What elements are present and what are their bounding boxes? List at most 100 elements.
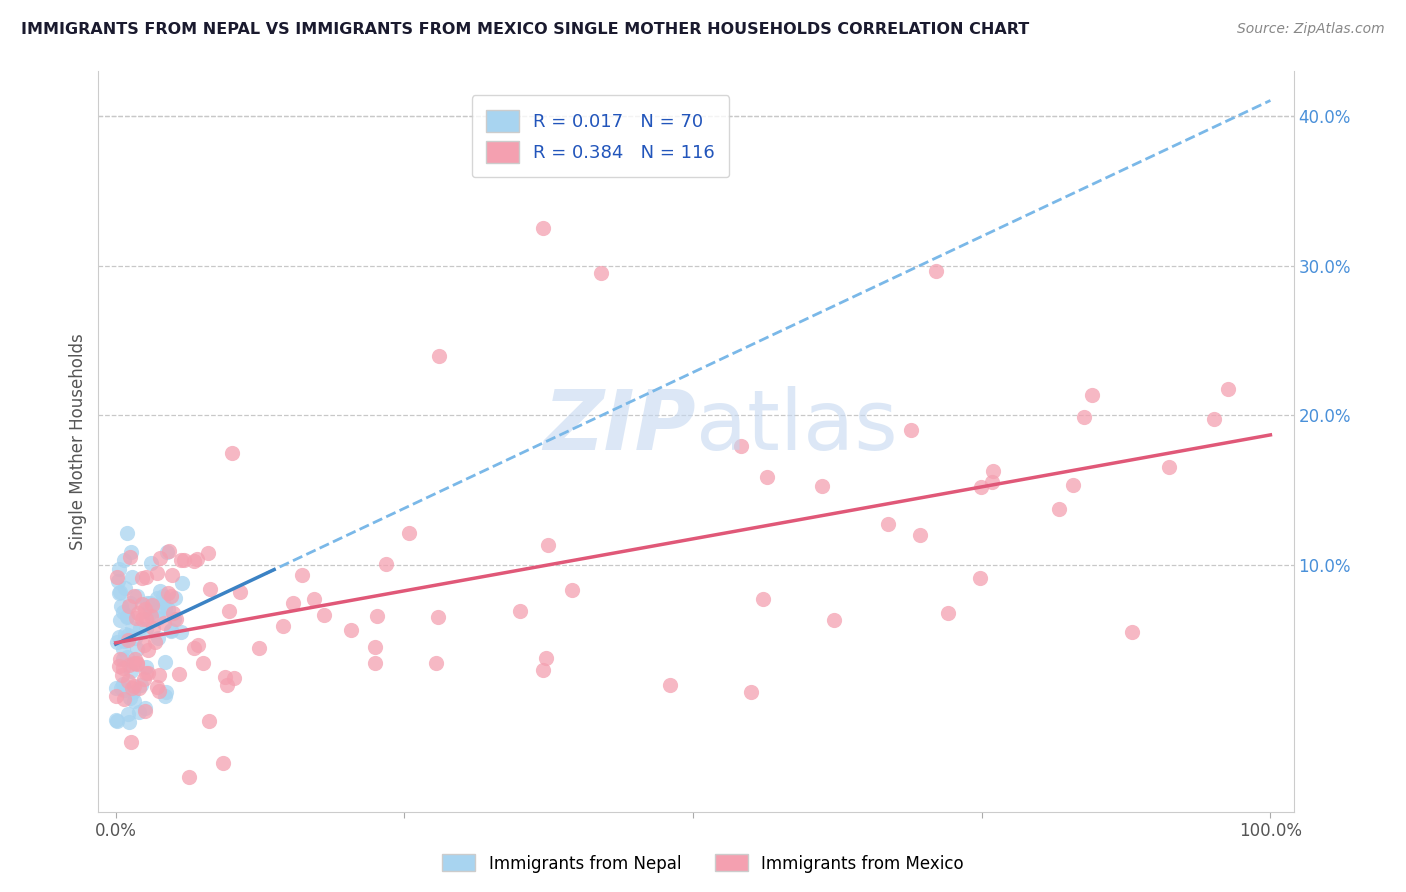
Point xyxy=(980,475,1002,489)
Point xyxy=(340,623,363,637)
Point xyxy=(114,581,136,595)
Point xyxy=(112,692,135,706)
Point xyxy=(118,549,141,564)
Point xyxy=(900,423,922,437)
Point xyxy=(138,666,160,681)
Point xyxy=(291,568,314,582)
Point xyxy=(124,631,146,645)
Point xyxy=(112,683,135,698)
Point xyxy=(135,569,157,583)
Point xyxy=(156,602,179,616)
Point xyxy=(117,633,139,648)
Point xyxy=(127,642,149,657)
Point xyxy=(924,263,946,277)
Point xyxy=(191,656,214,670)
Point xyxy=(120,735,142,749)
Point xyxy=(124,651,146,665)
Point xyxy=(122,693,145,707)
Point xyxy=(104,713,127,727)
Point xyxy=(159,590,181,604)
Point xyxy=(148,668,170,682)
Point xyxy=(127,607,149,621)
Point xyxy=(139,596,162,610)
Point xyxy=(110,667,132,681)
Point xyxy=(981,464,1004,478)
Point xyxy=(108,659,131,673)
Point xyxy=(162,568,184,582)
Point xyxy=(157,586,180,600)
Point xyxy=(127,589,149,603)
Point xyxy=(146,603,169,617)
Point xyxy=(107,574,129,589)
Point xyxy=(153,616,176,631)
Point xyxy=(970,480,993,494)
Point xyxy=(1159,459,1181,474)
Point xyxy=(152,594,174,608)
Point xyxy=(531,221,554,235)
Point xyxy=(425,656,447,670)
Point xyxy=(159,623,181,637)
Point xyxy=(183,640,205,655)
Point xyxy=(132,672,155,686)
Point xyxy=(183,554,205,568)
Point xyxy=(165,591,187,605)
Point xyxy=(224,671,246,685)
Point xyxy=(247,640,270,655)
Point xyxy=(121,570,143,584)
Point xyxy=(198,714,221,728)
Point xyxy=(363,656,385,670)
Point xyxy=(112,634,135,648)
Point xyxy=(141,599,163,613)
Point xyxy=(823,613,845,627)
Point xyxy=(108,613,131,627)
Point xyxy=(110,599,132,613)
Point xyxy=(374,557,396,571)
Point xyxy=(115,609,138,624)
Point xyxy=(107,586,129,600)
Point xyxy=(146,680,169,694)
Point xyxy=(110,681,132,695)
Point xyxy=(312,607,335,622)
Point xyxy=(139,606,162,620)
Point xyxy=(1202,412,1225,426)
Point xyxy=(143,635,166,649)
Point xyxy=(271,618,294,632)
Point xyxy=(125,611,148,625)
Point xyxy=(131,571,153,585)
Point xyxy=(197,546,219,560)
Point xyxy=(131,678,153,692)
Point xyxy=(156,545,179,559)
Point xyxy=(170,552,193,566)
Point xyxy=(120,664,142,678)
Point xyxy=(153,601,176,615)
Legend: Immigrants from Nepal, Immigrants from Mexico: Immigrants from Nepal, Immigrants from M… xyxy=(436,847,970,880)
Point xyxy=(162,607,184,621)
Point xyxy=(1047,502,1070,516)
Point xyxy=(122,589,145,603)
Text: ZIP: ZIP xyxy=(543,386,696,467)
Point xyxy=(131,612,153,626)
Point xyxy=(142,621,165,635)
Point xyxy=(117,706,139,721)
Point xyxy=(153,690,176,704)
Point xyxy=(135,665,157,680)
Point xyxy=(124,679,146,693)
Point xyxy=(122,656,145,670)
Point xyxy=(120,690,142,705)
Point xyxy=(1081,388,1104,402)
Legend: R = 0.017   N = 70, R = 0.384   N = 116: R = 0.017 N = 70, R = 0.384 N = 116 xyxy=(471,95,730,178)
Point xyxy=(169,624,191,639)
Point xyxy=(108,562,131,576)
Point xyxy=(398,526,420,541)
Point xyxy=(149,584,172,599)
Y-axis label: Single Mother Households: Single Mother Households xyxy=(69,334,87,549)
Point xyxy=(134,701,156,715)
Point xyxy=(167,666,190,681)
Point xyxy=(1073,410,1095,425)
Point xyxy=(214,670,236,684)
Point xyxy=(115,610,138,624)
Point xyxy=(173,553,195,567)
Point xyxy=(302,591,325,606)
Text: IMMIGRANTS FROM NEPAL VS IMMIGRANTS FROM MEXICO SINGLE MOTHER HOUSEHOLDS CORRELA: IMMIGRANTS FROM NEPAL VS IMMIGRANTS FROM… xyxy=(21,22,1029,37)
Point xyxy=(536,538,558,552)
